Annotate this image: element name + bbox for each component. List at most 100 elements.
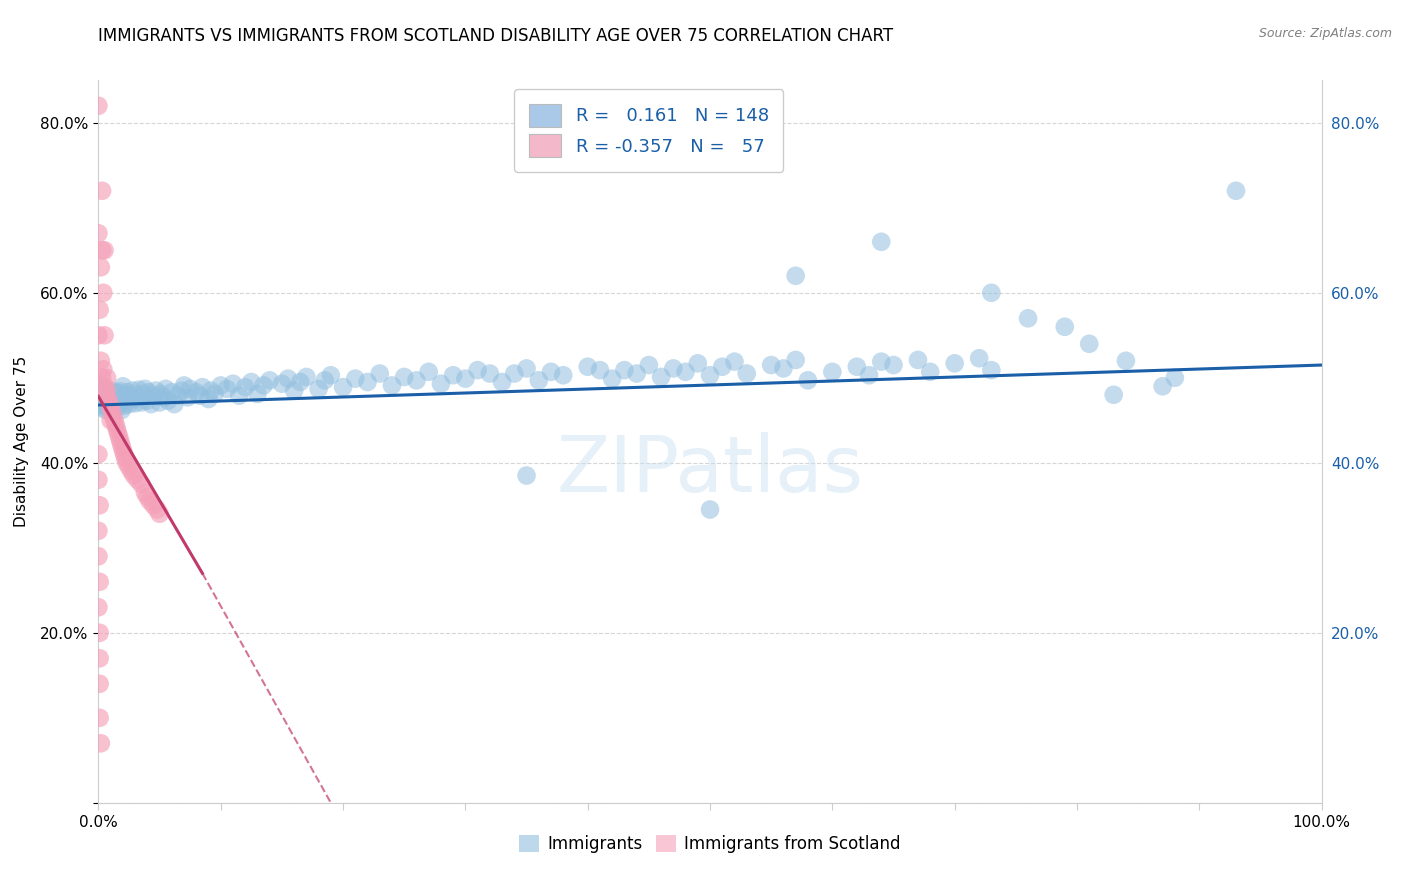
Point bbox=[103, 384, 125, 399]
Point bbox=[177, 390, 200, 404]
Point bbox=[87, 99, 110, 113]
Point bbox=[89, 711, 111, 725]
Point bbox=[943, 356, 966, 370]
Point bbox=[100, 401, 122, 415]
Point bbox=[87, 473, 110, 487]
Point bbox=[91, 285, 114, 300]
Point bbox=[90, 736, 112, 750]
Point bbox=[1078, 336, 1101, 351]
Point bbox=[675, 365, 697, 379]
Point bbox=[686, 356, 709, 370]
Point bbox=[160, 385, 183, 400]
Point bbox=[120, 464, 142, 478]
Point bbox=[122, 468, 145, 483]
Point bbox=[101, 398, 124, 412]
Point bbox=[170, 384, 193, 398]
Point bbox=[418, 365, 440, 379]
Point bbox=[121, 384, 143, 398]
Point bbox=[94, 394, 117, 409]
Point bbox=[870, 235, 893, 249]
Point bbox=[128, 383, 150, 397]
Point bbox=[163, 397, 186, 411]
Point bbox=[93, 381, 115, 395]
Point bbox=[111, 394, 134, 409]
Point bbox=[332, 380, 354, 394]
Point bbox=[90, 353, 112, 368]
Point bbox=[90, 398, 112, 412]
Point bbox=[600, 371, 623, 385]
Point bbox=[91, 362, 114, 376]
Point bbox=[127, 473, 149, 487]
Point bbox=[139, 494, 162, 508]
Point bbox=[89, 625, 111, 640]
Point bbox=[89, 498, 111, 512]
Point bbox=[132, 387, 155, 401]
Point bbox=[136, 393, 159, 408]
Point bbox=[650, 370, 672, 384]
Point bbox=[118, 460, 141, 475]
Point bbox=[711, 359, 734, 374]
Point bbox=[503, 367, 526, 381]
Point bbox=[93, 379, 115, 393]
Point bbox=[91, 401, 114, 415]
Point bbox=[870, 354, 893, 368]
Point bbox=[94, 403, 117, 417]
Point bbox=[259, 373, 281, 387]
Point bbox=[319, 368, 342, 383]
Point bbox=[277, 371, 299, 385]
Point bbox=[270, 376, 294, 391]
Point bbox=[101, 393, 124, 408]
Point bbox=[467, 363, 489, 377]
Point bbox=[167, 389, 190, 403]
Point bbox=[100, 391, 122, 405]
Point bbox=[110, 434, 132, 449]
Point bbox=[91, 184, 114, 198]
Point bbox=[821, 365, 844, 379]
Point bbox=[540, 365, 562, 379]
Point bbox=[392, 370, 416, 384]
Point bbox=[152, 390, 174, 404]
Point bbox=[613, 363, 636, 377]
Point bbox=[97, 392, 120, 406]
Point bbox=[87, 600, 110, 615]
Point bbox=[155, 382, 177, 396]
Point bbox=[491, 375, 513, 389]
Point bbox=[920, 365, 942, 379]
Point bbox=[111, 439, 134, 453]
Point bbox=[93, 399, 115, 413]
Point bbox=[138, 385, 160, 400]
Point bbox=[97, 401, 120, 415]
Point bbox=[139, 397, 162, 411]
Point bbox=[215, 382, 238, 396]
Point bbox=[115, 456, 138, 470]
Point bbox=[381, 378, 404, 392]
Point bbox=[101, 405, 124, 419]
Point bbox=[1225, 184, 1247, 198]
Point bbox=[96, 389, 118, 403]
Point bbox=[118, 397, 141, 411]
Point bbox=[124, 396, 146, 410]
Point bbox=[100, 413, 122, 427]
Point bbox=[101, 409, 124, 423]
Point bbox=[344, 371, 367, 385]
Point bbox=[96, 384, 118, 398]
Point bbox=[200, 384, 222, 398]
Point bbox=[98, 396, 121, 410]
Point bbox=[233, 380, 256, 394]
Point bbox=[626, 367, 648, 381]
Point bbox=[96, 371, 118, 385]
Point bbox=[93, 392, 115, 406]
Point bbox=[104, 388, 127, 402]
Point bbox=[110, 392, 132, 407]
Text: Source: ZipAtlas.com: Source: ZipAtlas.com bbox=[1258, 27, 1392, 40]
Point bbox=[89, 302, 111, 317]
Point bbox=[797, 373, 820, 387]
Point bbox=[87, 447, 110, 461]
Point bbox=[98, 388, 121, 402]
Point bbox=[576, 359, 599, 374]
Point bbox=[96, 384, 118, 398]
Point bbox=[89, 385, 111, 400]
Text: ZIPatlas: ZIPatlas bbox=[557, 433, 863, 508]
Point bbox=[129, 395, 152, 409]
Point bbox=[699, 502, 721, 516]
